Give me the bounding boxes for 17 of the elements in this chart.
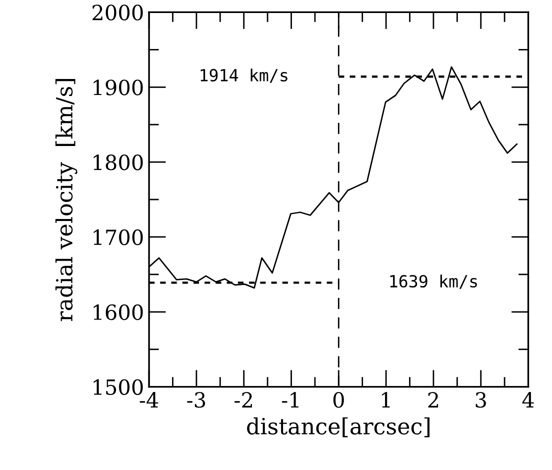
y-tick-label: 1600 — [94, 304, 143, 320]
x-tick-label: 2 — [428, 392, 438, 408]
annotation: 1639 km/s — [390, 274, 477, 289]
y-axis-title: radial velocity [km/s] — [55, 79, 78, 322]
x-tick-label: 1 — [382, 392, 390, 408]
y-tick-label: 1800 — [94, 154, 143, 170]
y-tick-label: 1700 — [94, 229, 143, 246]
x-tick-label: 4 — [522, 392, 534, 408]
x-tick-label: -3 — [187, 392, 206, 408]
x-tick-label: -1 — [282, 392, 298, 408]
y-tick-label: 1900 — [94, 80, 143, 96]
annotation: 1914 km/s — [200, 68, 288, 83]
y-tick-label: 2000 — [92, 4, 143, 20]
x-axis-title: distance[arcsec] — [247, 417, 430, 438]
x-tick-label: -2 — [234, 392, 252, 408]
x-tick-label: 0 — [333, 392, 344, 408]
x-tick-label: 3 — [476, 392, 486, 408]
